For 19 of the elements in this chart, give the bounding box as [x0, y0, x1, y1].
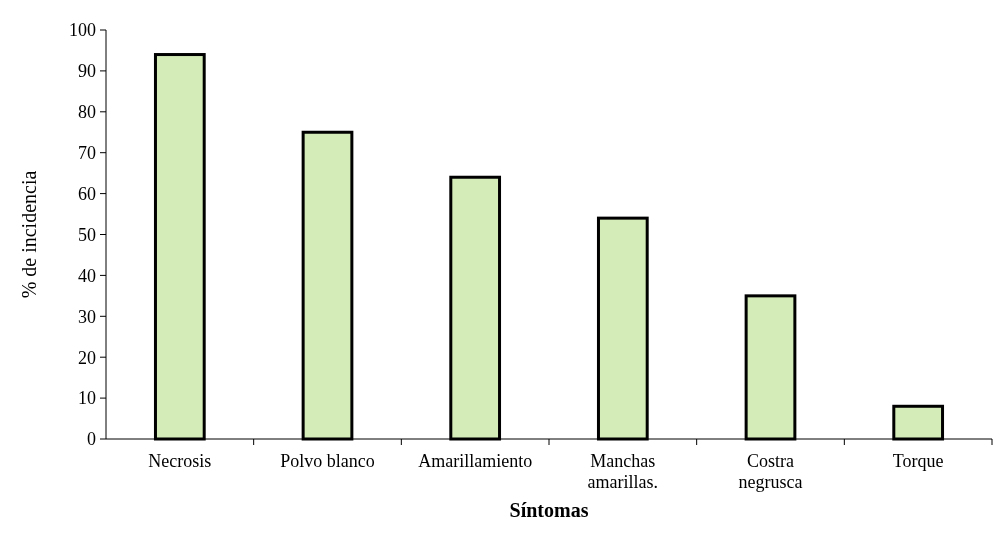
y-tick-label: 100 [69, 20, 96, 41]
x-axis-title: Síntomas [509, 499, 589, 521]
y-tick-label: 70 [78, 143, 96, 163]
y-tick-label: 40 [78, 265, 96, 286]
y-tick-label: 10 [78, 388, 96, 409]
x-tick-label: Amarillamiento [418, 451, 533, 471]
y-tick-label: 30 [78, 306, 96, 327]
x-tick-label: Costra negrusca [738, 451, 803, 492]
y-tick-label: 20 [78, 347, 96, 368]
x-tick-label: Necrosis [148, 451, 212, 471]
y-tick-label: 90 [78, 61, 96, 82]
y-axis-title: % de incidencia [18, 170, 40, 299]
x-tick-label: Polvo blanco [280, 451, 375, 471]
y-tick-label: 60 [78, 183, 96, 204]
y-tick-label: 0 [87, 429, 96, 450]
y-tick-label: 80 [78, 102, 96, 123]
y-tick-label: 50 [78, 224, 96, 245]
x-tick-label: Manchas amarillas. [587, 451, 659, 492]
x-tick-label: Torque [892, 451, 944, 471]
